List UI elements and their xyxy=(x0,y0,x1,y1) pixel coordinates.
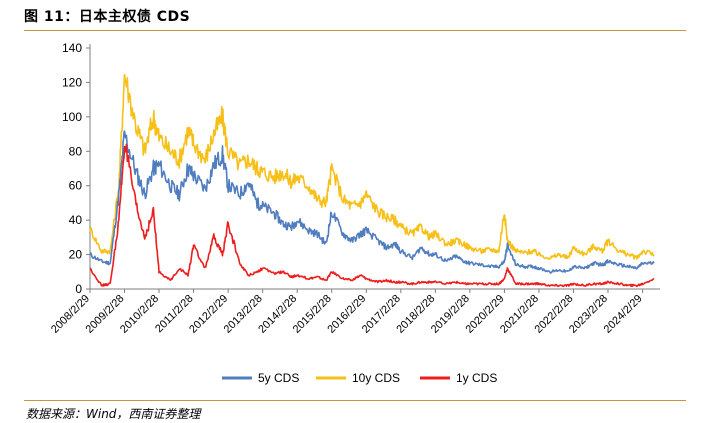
y-tick-label: 100 xyxy=(62,110,82,124)
chart-legend: 5y CDS 10y CDS 1y CDS xyxy=(222,371,497,385)
top-rule xyxy=(24,30,686,31)
series-line-5y-cds xyxy=(89,130,655,274)
y-tick-label: 40 xyxy=(69,213,83,227)
y-tick-label: 60 xyxy=(69,179,83,193)
legend-label: 1y CDS xyxy=(456,371,497,385)
legend-label: 5y CDS xyxy=(258,371,299,385)
y-tick-label: 0 xyxy=(75,282,82,296)
chart-title: 图 11：日本主权债 CDS xyxy=(24,9,191,25)
y-tick-label: 120 xyxy=(62,75,82,89)
y-tick-label: 20 xyxy=(69,248,83,262)
y-tick-label: 80 xyxy=(69,144,83,158)
source-note: 数据来源：Wind，西南证券整理 xyxy=(26,407,201,421)
chart-axes: 0204060801001201402008/2/292009/2/282010… xyxy=(49,41,660,336)
legend-label: 10y CDS xyxy=(352,371,400,385)
bottom-rule xyxy=(24,400,686,401)
series-layer xyxy=(89,73,655,288)
y-tick-label: 140 xyxy=(62,41,82,55)
series-line-1y-cds xyxy=(89,143,655,288)
series-line-10y-cds xyxy=(89,73,655,260)
